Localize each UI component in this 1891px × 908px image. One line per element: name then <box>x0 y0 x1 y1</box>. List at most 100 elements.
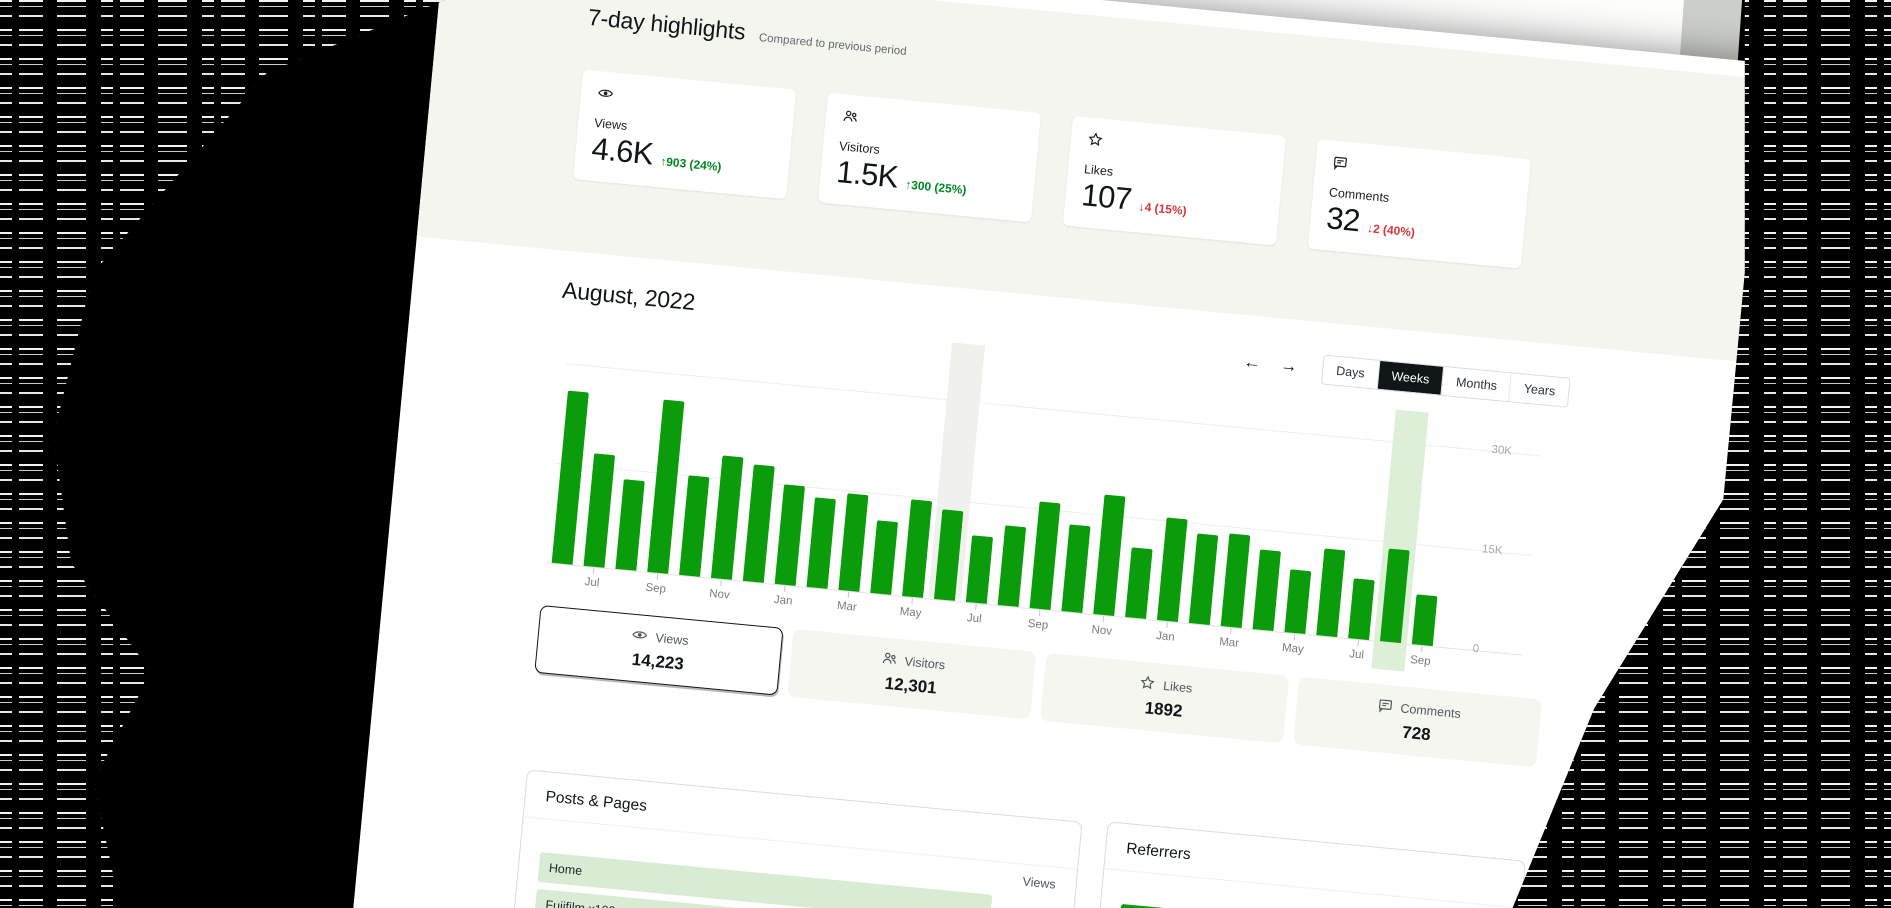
chart-bar[interactable] <box>902 499 933 598</box>
metric-tab-header: Visitors <box>880 649 946 675</box>
highlights-cards: Views 4.6K ↑903 (24%) Visitors 1.5K ↑300 (25%… <box>572 69 1532 269</box>
chart-bar[interactable] <box>774 484 805 586</box>
stat-card-value: 1.5K <box>835 153 900 195</box>
eye-icon <box>596 84 779 119</box>
star-icon <box>1086 130 1269 165</box>
metric-tab-comments[interactable]: Comments 728 <box>1292 676 1543 768</box>
next-period-button[interactable]: → <box>1275 355 1304 377</box>
eye-icon <box>631 626 650 648</box>
stat-card-value: 4.6K <box>590 130 655 172</box>
chart-bar[interactable] <box>870 520 899 595</box>
metric-tab-visitors[interactable]: Visitors 12,301 <box>787 628 1037 720</box>
x-axis-label: Sep <box>1409 654 1432 668</box>
period-tab-weeks[interactable]: Weeks <box>1377 360 1445 395</box>
comment-icon <box>1331 153 1514 188</box>
chart-bar[interactable] <box>1093 494 1126 616</box>
metric-tab-value: 728 <box>1401 722 1432 745</box>
x-axis-tick <box>592 567 595 574</box>
stat-card-likes: Likes 107 ↓4 (15%) <box>1062 115 1287 246</box>
chart-bar[interactable] <box>838 493 869 592</box>
x-axis-label: May <box>1281 641 1305 656</box>
period-controls: ← → Days Weeks Months Years <box>1237 347 1571 408</box>
chart-bar[interactable] <box>1284 569 1312 635</box>
chart-bar[interactable] <box>742 464 775 583</box>
metric-tab-label: Views <box>654 630 690 649</box>
chart-bar[interactable] <box>1411 594 1438 647</box>
stat-card-delta: ↑300 (25%) <box>904 177 967 198</box>
chart-bar[interactable] <box>965 535 994 604</box>
comment-icon <box>1376 696 1395 718</box>
stat-card-views: Views 4.6K ↑903 (24%) <box>572 69 797 200</box>
chart-bar[interactable] <box>1061 524 1091 613</box>
period-tab-days[interactable]: Days <box>1321 355 1380 389</box>
y-axis-label: 0 <box>1472 642 1480 656</box>
visitors-icon <box>880 649 899 671</box>
y-axis-label: 15K <box>1481 543 1504 558</box>
period-granularity-tabs: Days Weeks Months Years <box>1320 354 1571 408</box>
chart-bar[interactable] <box>1156 517 1188 623</box>
metric-tab-header: Likes <box>1138 674 1193 699</box>
metric-tab-likes[interactable]: Likes 1892 <box>1040 652 1290 744</box>
x-axis-tick <box>1293 634 1296 641</box>
chart-bar[interactable] <box>997 525 1027 607</box>
chart-bar[interactable] <box>615 479 645 571</box>
x-axis-label: Nov <box>1090 623 1113 638</box>
stats-dashboard-sheet: 7-day highlights Compared to previous pe… <box>318 0 1891 908</box>
chart-bar[interactable] <box>551 390 589 565</box>
chart-bar[interactable] <box>1029 501 1061 610</box>
chart-bar[interactable] <box>1316 548 1346 638</box>
previous-period-button[interactable]: ← <box>1238 352 1267 374</box>
x-axis-tick <box>1357 640 1359 647</box>
metric-tab-label: Comments <box>1399 701 1462 721</box>
metric-tab-value: 12,301 <box>883 673 938 698</box>
chart-bar[interactable] <box>679 475 710 577</box>
chart-bar[interactable] <box>583 453 616 568</box>
x-axis-label: Jan <box>773 593 793 608</box>
stat-card-delta: ↑903 (24%) <box>659 154 723 174</box>
x-axis-tick <box>720 579 722 586</box>
x-axis-label: Sep <box>644 581 667 596</box>
chart-bar[interactable] <box>1188 533 1219 626</box>
chart-bar[interactable] <box>647 399 685 574</box>
x-axis-tick <box>911 597 913 604</box>
x-axis-tick <box>1229 627 1232 635</box>
x-axis-label: Mar <box>1218 636 1240 650</box>
chart-bar[interactable] <box>806 497 836 589</box>
chart-bar[interactable] <box>1252 549 1281 632</box>
x-axis-label: Jul <box>1348 648 1365 662</box>
x-axis-label: Mar <box>836 599 858 614</box>
x-axis-tick <box>783 585 786 592</box>
stat-card-delta: ↓2 (40%) <box>1366 221 1416 240</box>
x-axis-tick <box>1166 621 1168 629</box>
x-axis-label: Jul <box>966 612 983 626</box>
x-axis-label: May <box>899 605 922 620</box>
stat-card-visitors: Visitors 1.5K ↑300 (25%) <box>817 92 1042 223</box>
x-axis-tick <box>975 603 977 610</box>
period-tab-years[interactable]: Years <box>1509 373 1570 407</box>
x-axis-label: Nov <box>708 587 731 602</box>
stat-card-comments: Comments 32 ↓2 (40%) <box>1307 139 1532 269</box>
period-tab-months[interactable]: Months <box>1441 366 1513 402</box>
chart-bar[interactable] <box>710 455 744 580</box>
metric-tab-label: Likes <box>1162 678 1193 696</box>
x-axis-tick <box>1421 646 1423 653</box>
metric-tab-views[interactable]: Views 14,223 <box>534 604 784 696</box>
y-axis-label: 30K <box>1490 443 1513 458</box>
metric-tabs: Views 14,223 Visitors 12,301 Likes 1892 Commen… <box>534 604 1543 768</box>
chart-bar[interactable] <box>1125 547 1153 619</box>
referrers-card: Referrers Views Google6.2K <box>1084 821 1526 908</box>
metric-tab-value: 1892 <box>1143 698 1184 721</box>
period-heading: August, 2022 <box>561 276 697 316</box>
post-views-value: 4.3K <box>1004 904 1053 908</box>
x-axis-label: Sep <box>1027 617 1049 632</box>
star-icon <box>1138 674 1157 696</box>
metric-tab-header: Comments <box>1376 696 1462 724</box>
chart-bar[interactable] <box>1348 578 1375 641</box>
x-axis-tick <box>656 573 659 580</box>
metric-tab-label: Visitors <box>903 654 946 673</box>
stat-card-value: 32 <box>1324 200 1362 239</box>
metric-tab-header: Views <box>631 626 690 651</box>
chart-bar[interactable] <box>1220 533 1251 629</box>
x-axis-label: Jul <box>584 576 600 590</box>
